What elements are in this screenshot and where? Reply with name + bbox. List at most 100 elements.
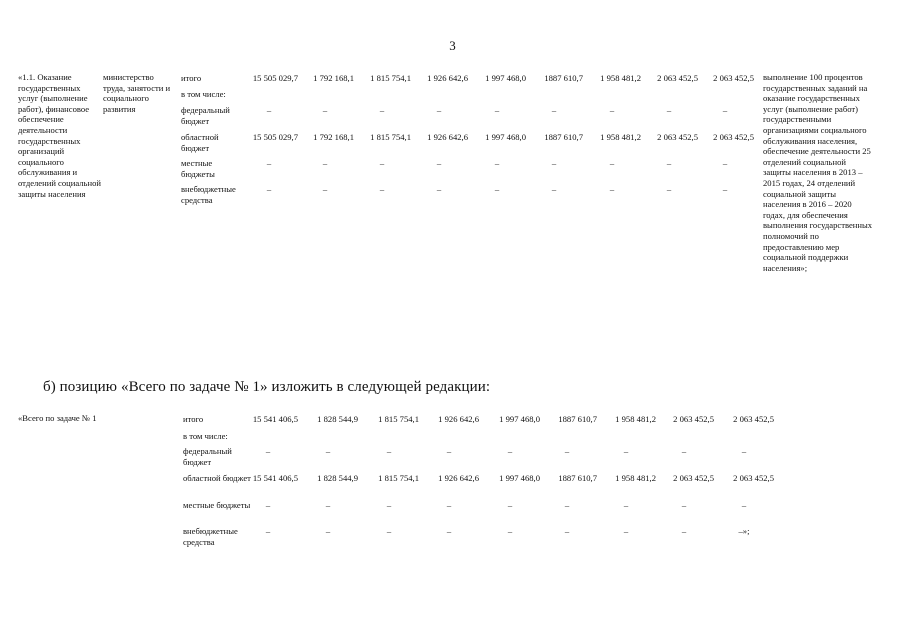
value-cell: –: [681, 446, 687, 456]
row-label: внебюджетные средства: [183, 526, 238, 547]
value-cell: –: [741, 500, 747, 510]
value-cell: 2 063 452,5: [673, 473, 714, 483]
value-cell: –: [666, 105, 672, 115]
value-cell: 1 926 642,6: [427, 132, 468, 142]
value-cell: –: [436, 184, 442, 194]
value-cell: –: [722, 184, 728, 194]
value-cell: 1 792 168,1: [313, 73, 354, 83]
row-label: внебюджетные средства: [181, 184, 236, 205]
value-cell: 1887 610,7: [544, 73, 583, 83]
value-cell: –: [436, 105, 442, 115]
value-cell: –: [266, 105, 272, 115]
value-cell: –: [564, 500, 570, 510]
value-cell: 1 828 544,9: [317, 414, 358, 424]
value-cell: –: [266, 158, 272, 168]
value-cell: –: [666, 158, 672, 168]
row-label: местные бюджеты: [183, 500, 251, 510]
value-cell: –: [741, 446, 747, 456]
row-label: итого: [181, 73, 202, 83]
value-cell: –: [386, 500, 392, 510]
value-cell: –: [623, 526, 629, 536]
value-cell: 15 541 406,5: [252, 473, 298, 483]
value-cell: 1 958 481,2: [600, 132, 641, 142]
value-cell: 15 505 029,7: [252, 132, 298, 142]
value-cell: 1887 610,7: [558, 414, 597, 424]
value-cell: –: [507, 526, 513, 536]
value-cell: –: [446, 500, 452, 510]
row-label: в том числе:: [183, 431, 228, 441]
task-description: «1.1. Оказание государственных услуг (вы…: [18, 72, 101, 199]
value-cell: –: [322, 158, 328, 168]
value-cell: –: [722, 158, 728, 168]
value-cell: 1887 610,7: [558, 473, 597, 483]
value-cell: –: [609, 184, 615, 194]
value-cell: –: [265, 446, 271, 456]
value-cell: 1 997 468,0: [499, 473, 540, 483]
value-cell: 1 997 468,0: [485, 132, 526, 142]
value-cell: 2 063 452,5: [657, 73, 698, 83]
value-cell: –: [322, 105, 328, 115]
value-cell: 1 997 468,0: [485, 73, 526, 83]
row-label: областной бюджет: [183, 473, 251, 483]
value-cell: –: [322, 184, 328, 194]
page-number: 3: [449, 38, 456, 53]
row-label: федеральный бюджет: [183, 446, 232, 467]
value-cell: 1 815 754,1: [378, 473, 419, 483]
value-cell: –: [436, 158, 442, 168]
value-cell: –: [623, 446, 629, 456]
value-cell: 2 063 452,5: [657, 132, 698, 142]
value-cell: –: [446, 526, 452, 536]
value-cell: –: [494, 184, 500, 194]
value-cell: 1 997 468,0: [499, 414, 540, 424]
value-cell: –: [325, 500, 331, 510]
value-cell: 1 828 544,9: [317, 473, 358, 483]
value-cell: 1 926 642,6: [438, 414, 479, 424]
value-cell: –: [325, 446, 331, 456]
value-cell: –: [379, 158, 385, 168]
value-cell: 1 958 481,2: [600, 73, 641, 83]
value-cell: –: [266, 184, 272, 194]
value-cell: –: [494, 158, 500, 168]
row-label: федеральный бюджет: [181, 105, 230, 126]
value-cell: 15 505 029,7: [252, 73, 298, 83]
value-cell: –: [681, 500, 687, 510]
value-cell: 1887 610,7: [544, 132, 583, 142]
total-label: «Всего по задаче № 1: [18, 413, 97, 423]
value-cell: –: [446, 446, 452, 456]
row-label: областной бюджет: [181, 132, 219, 153]
expected-result: выполнение 100 процентов государственных…: [763, 72, 873, 273]
row-label: местные бюджеты: [181, 158, 215, 179]
value-cell: –: [666, 184, 672, 194]
value-cell: –: [507, 446, 513, 456]
value-cell: –: [265, 526, 271, 536]
value-cell: –: [386, 446, 392, 456]
value-cell: 1 815 754,1: [370, 132, 411, 142]
row-label: итого: [183, 414, 204, 424]
value-cell: –: [325, 526, 331, 536]
value-cell: 1 792 168,1: [313, 132, 354, 142]
value-cell: –: [722, 105, 728, 115]
executor: министерство труда, занятости и социальн…: [103, 72, 171, 114]
value-cell: 2 063 452,5: [673, 414, 714, 424]
value-cell: –: [551, 184, 557, 194]
value-cell: 1 815 754,1: [370, 73, 411, 83]
row-label: в том числе:: [181, 89, 226, 99]
value-cell: –: [551, 105, 557, 115]
value-cell: –: [564, 446, 570, 456]
value-cell: –: [609, 105, 615, 115]
value-cell: 15 541 406,5: [252, 414, 298, 424]
value-cell: 1 958 481,2: [615, 473, 656, 483]
value-cell: –: [494, 105, 500, 115]
value-cell: –: [379, 184, 385, 194]
value-cell: 2 063 452,5: [713, 132, 754, 142]
value-cell: –: [623, 500, 629, 510]
value-cell: 1 926 642,6: [438, 473, 479, 483]
value-cell: –: [386, 526, 392, 536]
value-cell: 2 063 452,5: [713, 73, 754, 83]
value-cell: –: [507, 500, 513, 510]
value-cell: 2 063 452,5: [733, 473, 774, 483]
value-cell: 1 958 481,2: [615, 414, 656, 424]
value-cell: –»;: [738, 526, 750, 536]
value-cell: 1 815 754,1: [378, 414, 419, 424]
value-cell: –: [551, 158, 557, 168]
